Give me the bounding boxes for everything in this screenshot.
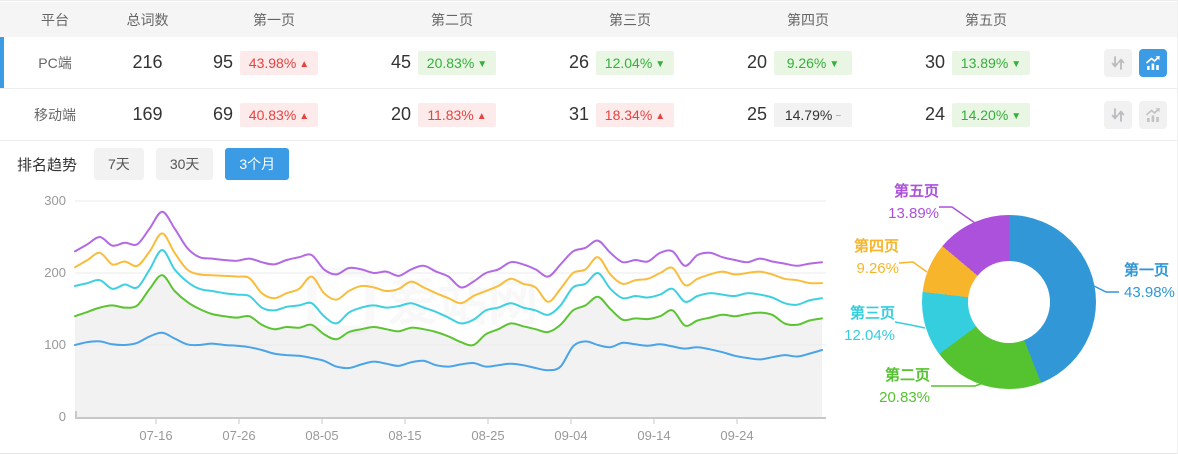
trend-line-第二页 — [74, 274, 823, 347]
range-tab-7d[interactable]: 7天 — [94, 148, 144, 180]
column-header-platform: 平台 — [41, 11, 69, 28]
table-row-mobile[interactable]: 移动端 169 69 40.83% ▲ 20 11.83% ▲ 31 18.34% ▲… — [0, 89, 1177, 141]
page4-count: 20 — [746, 52, 767, 72]
x-axis-label-09-24: 09-24 — [720, 428, 753, 443]
page5-change-badge: 13.89% ▼ — [952, 50, 1030, 75]
trend-direction-icon: ▼ — [829, 58, 840, 70]
donut-label-page3: 第三页 12.04% — [844, 305, 895, 344]
donut-label-page1: 第一页 43.98% — [1124, 262, 1175, 301]
trend-line-第三页 — [74, 249, 823, 325]
trend-chart-button[interactable] — [1139, 100, 1167, 129]
platform-label: PC端 — [38, 54, 72, 71]
trend-line-第四页 — [74, 232, 823, 305]
sort-button[interactable] — [1104, 48, 1132, 77]
column-header-page1: 第一页 — [253, 11, 295, 28]
page4-change-badge: 14.79% − — [774, 102, 852, 127]
page1-change-badge: 43.98% ▲ — [240, 50, 318, 75]
table-header: 平台 总词数 第一页 第二页 第三页 第四页 第五页 — [0, 2, 1177, 37]
total-words-value: 216 — [132, 52, 163, 72]
sort-arrows-icon — [1111, 55, 1125, 70]
page3-count: 26 — [568, 52, 589, 72]
trend-chart-icon — [1146, 55, 1160, 70]
donut-hole — [968, 261, 1050, 343]
sort-arrows-icon — [1111, 107, 1125, 122]
leader-line-page5 — [939, 206, 976, 224]
table-row-pc[interactable]: PC端 216 95 43.98% ▲ 45 20.83% ▼ 26 12.04% ▼… — [0, 37, 1177, 89]
page2-count: 45 — [390, 52, 411, 72]
page5-count: 24 — [924, 104, 945, 124]
trend-direction-icon: ▲ — [655, 110, 666, 122]
trend-direction-icon: ▼ — [477, 58, 488, 70]
page2-change-badge: 20.83% ▼ — [418, 50, 496, 75]
column-header-page5: 第五页 — [965, 11, 1007, 28]
trend-chart-icon — [1146, 107, 1160, 122]
total-words-value: 169 — [132, 104, 163, 124]
page2-count: 20 — [390, 104, 411, 124]
trend-tab-bar: 排名趋势 7天 30天 3个月 — [0, 141, 1177, 187]
column-header-page2: 第二页 — [431, 11, 473, 28]
column-header-total-words: 总词数 — [126, 11, 169, 28]
trend-direction-icon: ▼ — [1011, 58, 1022, 70]
x-axis-label-08-15: 08-15 — [388, 428, 421, 443]
page2-change-badge: 11.83% ▲ — [418, 102, 496, 127]
trend-direction-icon: ▲ — [299, 110, 310, 122]
donut-label-page4: 第四页 9.26% — [853, 238, 899, 277]
page5-count: 30 — [924, 52, 945, 72]
page4-change-badge: 9.26% ▼ — [774, 50, 852, 75]
column-header-page4: 第四页 — [787, 11, 829, 28]
x-axis-label-08-25: 08-25 — [471, 428, 504, 443]
y-axis-label-300: 300 — [44, 193, 66, 208]
y-axis-label-200: 200 — [44, 265, 66, 280]
leader-line-page4 — [898, 261, 928, 273]
x-axis-label-09-04: 09-04 — [554, 428, 587, 443]
trend-direction-icon: ▲ — [299, 58, 310, 70]
page1-change-badge: 40.83% ▲ — [240, 102, 318, 127]
donut-label-page2: 第二页 20.83% — [879, 367, 930, 406]
trend-line-第一页 — [74, 331, 823, 372]
page-distribution-donut-panel: 第一页 43.98% 第二页 20.83% 第三页 12.04% 第四页 9.2… — [835, 166, 1177, 453]
page3-change-badge: 18.34% ▲ — [596, 102, 674, 127]
x-axis-label-07-26: 07-26 — [222, 428, 255, 443]
leader-line-page1 — [1093, 285, 1119, 293]
page3-count: 31 — [568, 104, 589, 124]
trend-direction-icon: ▲ — [476, 110, 487, 122]
page5-change-badge: 14.20% ▼ — [952, 102, 1030, 127]
y-axis-label-0: 0 — [59, 409, 66, 424]
trend-line-第五页 — [74, 210, 823, 289]
y-axis-label-100: 100 — [44, 337, 66, 352]
range-tab-30d[interactable]: 30天 — [155, 148, 214, 180]
trend-direction-icon: ▼ — [655, 58, 666, 70]
trend-chart-button[interactable] — [1139, 48, 1167, 77]
x-axis-label-07-16: 07-16 — [139, 428, 172, 443]
trend-section-title: 排名趋势 — [17, 156, 78, 174]
x-axis-label-08-05: 08-05 — [305, 428, 338, 443]
leader-line-page3 — [894, 321, 926, 329]
x-axis-label-09-14: 09-14 — [637, 428, 670, 443]
column-header-page3: 第三页 — [609, 11, 651, 28]
trend-direction-icon: − — [835, 110, 842, 122]
page4-count: 25 — [746, 104, 767, 124]
range-tab-3m[interactable]: 3个月 — [225, 148, 290, 180]
page1-count: 69 — [212, 104, 233, 124]
donut-label-page5: 第五页 13.89% — [888, 183, 939, 222]
platform-label: 移动端 — [34, 106, 76, 123]
trend-area-第二页 — [75, 275, 822, 417]
page3-change-badge: 12.04% ▼ — [596, 50, 674, 75]
sort-button[interactable] — [1104, 100, 1132, 129]
page1-count: 95 — [212, 52, 233, 72]
trend-direction-icon: ▼ — [1011, 110, 1022, 122]
